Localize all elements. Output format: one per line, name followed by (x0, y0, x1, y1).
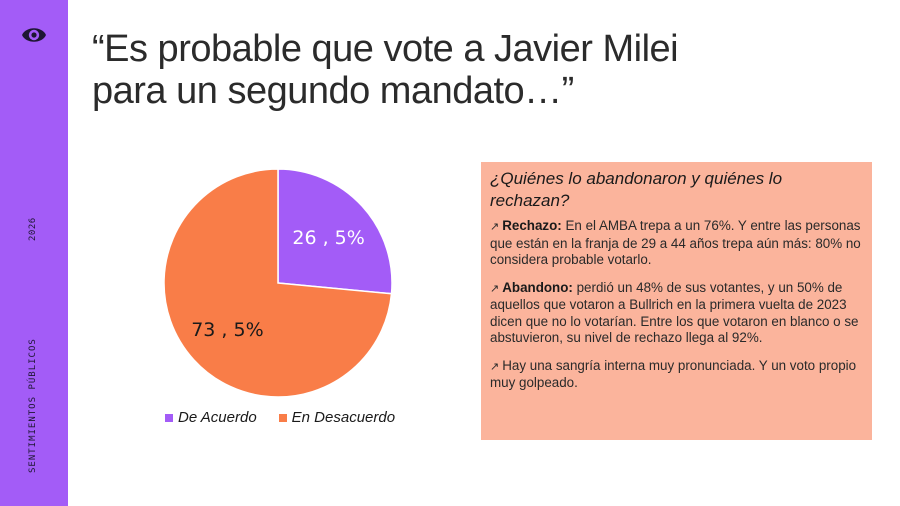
data-label-de-acuerdo: 26 , 5% (292, 227, 364, 249)
panel-item-label: Rechazo: (502, 218, 562, 233)
panel-item-text: Hay una sangría interna muy pronunciada.… (490, 357, 857, 391)
panel-item-text: En el AMBA trepa a un 76%. Y entre las p… (490, 218, 861, 267)
sidebar-brand: SENTIMIENTOS PÚBLICOS (28, 338, 38, 473)
pie-slice-de-acuerdo (277, 168, 393, 295)
sidebar-year: 2026 (28, 217, 38, 241)
legend-label-de-acuerdo: De Acuerdo (178, 409, 257, 426)
legend-item-en-desacuerdo: En Desacuerdo (278, 409, 396, 426)
arrow-icon: ↗ (490, 282, 500, 295)
page-title: “Es probable que vote a Javier Milei par… (92, 28, 792, 112)
arrow-icon: ↗ (490, 360, 500, 373)
insight-panel: ¿Quiénes lo abandonaron y quiénes lo rec… (481, 162, 872, 440)
sidebar: 2026 SENTIMIENTOS PÚBLICOS (0, 0, 68, 506)
panel-item-abandono: ↗ Abandono: perdió un 48% de sus votantes… (490, 280, 864, 347)
panel-item-rechazo: ↗ Rechazo: En el AMBA trepa a un 76%. Y e… (490, 218, 864, 269)
pie-chart: 26 , 5% 73 , 5% (163, 168, 393, 398)
legend-swatch-de-acuerdo (165, 413, 173, 422)
chart-legend: De Acuerdo En Desacuerdo (165, 409, 395, 426)
legend-label-en-desacuerdo: En Desacuerdo (291, 409, 396, 426)
eye-icon (22, 28, 46, 42)
panel-title: ¿Quiénes lo abandonaron y quiénes lo rec… (490, 169, 783, 210)
legend-swatch-en-desacuerdo (278, 413, 287, 422)
page-title-line-2: para un segundo mandato…” (92, 70, 574, 112)
page-title-line-1: “Es probable que vote a Javier Milei (92, 28, 679, 70)
panel-item-label: Abandono: (502, 279, 573, 295)
panel-item-sangria: ↗ Hay una sangría interna muy pronunciada… (490, 358, 864, 392)
panel-item-text: perdió un 48% de sus votantes, y un 50% … (490, 279, 859, 346)
arrow-icon: ↗ (490, 221, 500, 233)
pie-slice-en-desacuerdo (163, 168, 393, 398)
legend-item-de-acuerdo: De Acuerdo (165, 409, 257, 426)
data-label-en-desacuerdo: 73 , 5% (191, 319, 263, 341)
